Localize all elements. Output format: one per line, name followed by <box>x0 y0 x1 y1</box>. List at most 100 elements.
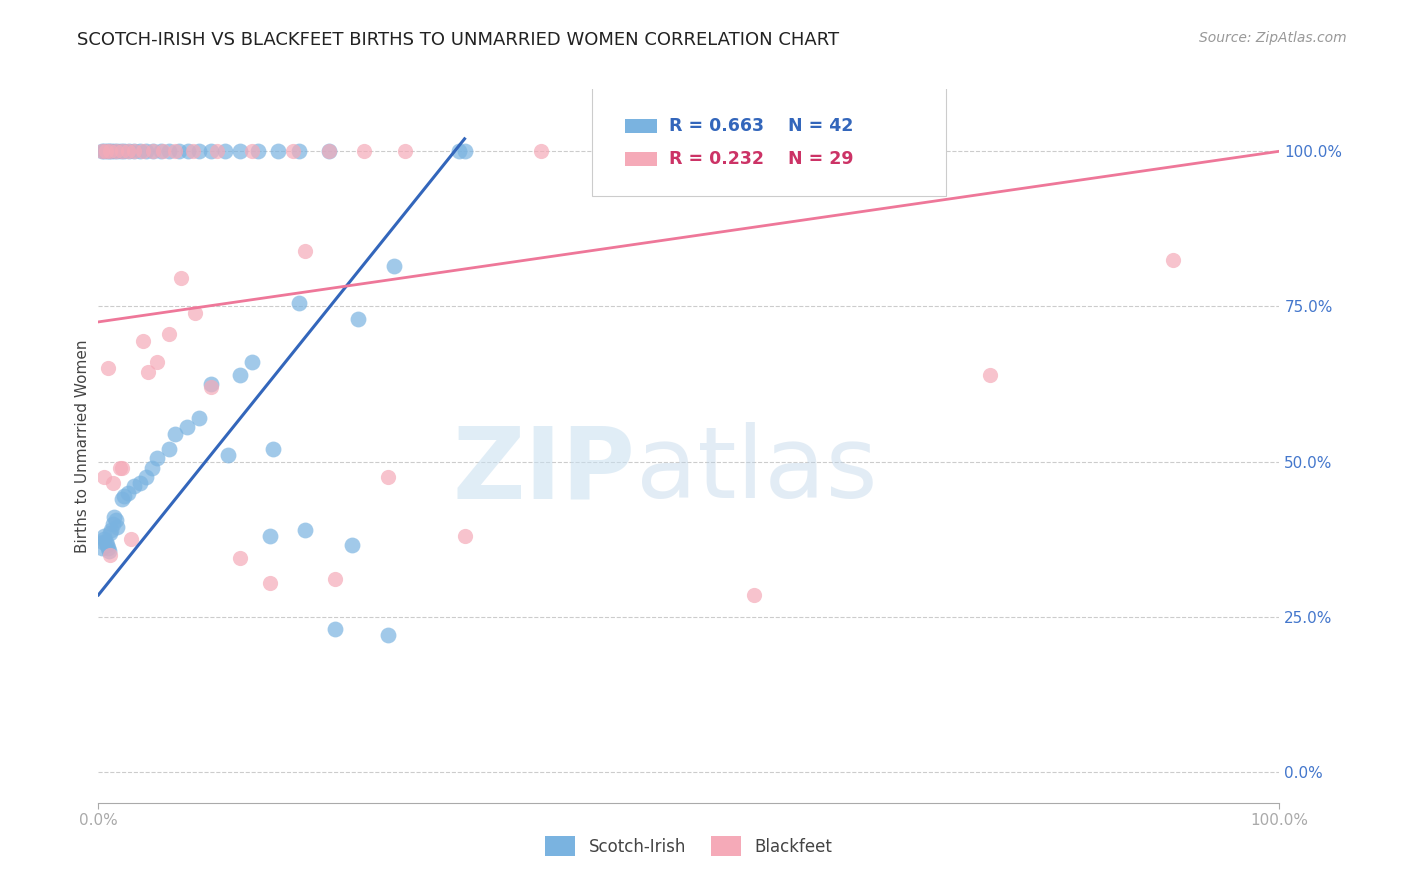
Point <box>377 470 399 484</box>
Point <box>93 145 115 159</box>
Point <box>157 145 180 159</box>
Point <box>167 145 190 159</box>
Point <box>117 145 139 159</box>
Point <box>93 470 115 484</box>
Point <box>353 145 375 159</box>
Point <box>128 145 150 159</box>
Point <box>259 529 281 543</box>
Point <box>98 548 121 562</box>
Point <box>240 355 263 369</box>
Point <box>111 145 134 159</box>
Point <box>394 145 416 159</box>
Point <box>128 476 150 491</box>
Point <box>101 516 124 531</box>
Point <box>377 628 399 642</box>
Point <box>200 145 222 159</box>
Point <box>176 420 198 434</box>
Text: R = 0.663    N = 42: R = 0.663 N = 42 <box>669 117 853 135</box>
FancyBboxPatch shape <box>592 86 946 196</box>
Point <box>91 541 114 556</box>
Point <box>91 145 114 159</box>
Point <box>94 535 117 549</box>
Point <box>135 470 157 484</box>
Point <box>112 489 135 503</box>
Point <box>229 368 252 382</box>
Point <box>453 145 475 159</box>
Point <box>101 476 124 491</box>
Point <box>200 376 222 391</box>
Point <box>146 451 169 466</box>
Point <box>184 305 207 319</box>
Point <box>132 334 155 348</box>
Point <box>294 523 316 537</box>
Point <box>318 145 340 159</box>
Point <box>382 259 405 273</box>
Point <box>214 145 236 159</box>
Point <box>152 145 174 159</box>
Point <box>122 479 145 493</box>
Text: R = 0.232    N = 29: R = 0.232 N = 29 <box>669 150 853 169</box>
Point <box>111 491 134 506</box>
Point <box>181 145 204 159</box>
Point <box>98 525 121 540</box>
Point <box>318 145 340 159</box>
Point <box>103 510 125 524</box>
Point <box>105 145 128 159</box>
Point <box>98 544 121 558</box>
Point <box>91 145 114 159</box>
Point <box>262 442 284 456</box>
Point <box>105 145 128 159</box>
Point <box>150 145 173 159</box>
Point <box>94 145 117 159</box>
Point <box>246 145 269 159</box>
Point <box>177 145 200 159</box>
Point <box>288 296 311 310</box>
Point <box>93 529 115 543</box>
Legend: Scotch-Irish, Blackfeet: Scotch-Irish, Blackfeet <box>538 830 839 863</box>
Point <box>1161 252 1184 267</box>
Point <box>142 145 165 159</box>
Point <box>187 145 209 159</box>
Point <box>288 145 311 159</box>
Y-axis label: Births to Unmarried Women: Births to Unmarried Women <box>75 339 90 553</box>
Point <box>200 380 222 394</box>
Point <box>259 575 281 590</box>
Point <box>157 442 180 456</box>
Point <box>240 145 263 159</box>
FancyBboxPatch shape <box>626 153 657 166</box>
Point <box>112 145 135 159</box>
Point <box>122 145 145 159</box>
Point <box>217 448 239 462</box>
Point <box>96 145 118 159</box>
Point <box>979 368 1001 382</box>
Point <box>453 529 475 543</box>
Point <box>323 573 346 587</box>
Point <box>121 532 143 546</box>
Point <box>96 538 118 552</box>
Point <box>323 622 346 636</box>
Point <box>347 311 370 326</box>
Point <box>118 145 141 159</box>
Point <box>267 145 290 159</box>
Point <box>97 541 120 556</box>
Point <box>142 145 165 159</box>
Point <box>342 538 364 552</box>
Point <box>135 145 157 159</box>
Point <box>105 513 128 527</box>
Point <box>165 145 187 159</box>
Point <box>170 271 193 285</box>
Point <box>136 365 159 379</box>
Point <box>141 460 163 475</box>
Point <box>742 588 765 602</box>
Point <box>530 145 553 159</box>
Point <box>187 411 209 425</box>
Point <box>122 145 145 159</box>
Point <box>97 361 120 376</box>
Point <box>91 535 114 549</box>
Point <box>229 145 252 159</box>
Point <box>117 485 139 500</box>
Point <box>100 523 122 537</box>
Point <box>98 145 121 159</box>
FancyBboxPatch shape <box>626 119 657 133</box>
Text: ZIP: ZIP <box>453 423 636 519</box>
